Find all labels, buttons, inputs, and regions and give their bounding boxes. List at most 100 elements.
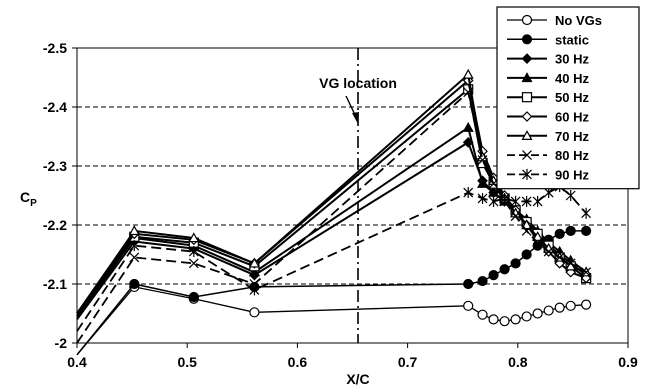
- data-point: [522, 150, 532, 161]
- series-group: [76, 68, 592, 356]
- data-point: [477, 275, 488, 287]
- data-point: [532, 308, 543, 319]
- data-point: [188, 232, 200, 243]
- data-point: [554, 252, 565, 263]
- data-point: [543, 305, 554, 316]
- data-point: [565, 190, 576, 201]
- y-tick-label: -2.1: [43, 276, 67, 292]
- legend-item: No VGs: [507, 13, 602, 28]
- data-point: [510, 314, 521, 325]
- axis-ticks: -2 -2.1 -2.2 -2.3 -2.4 -2.5 0.4 0.5 0.6 0.7 0.8 0.9: [43, 40, 638, 370]
- data-point: [499, 316, 510, 327]
- data-point: [463, 87, 474, 98]
- legend-item: 40 Hz: [507, 71, 589, 86]
- y-tick-label: -2: [55, 335, 68, 351]
- data-point: [543, 246, 554, 257]
- y-tick-label: -2.5: [43, 40, 67, 56]
- legend-item: 50 Hz: [507, 90, 589, 105]
- legend-item: 60 Hz: [507, 110, 589, 125]
- data-point: [477, 177, 489, 188]
- legend-label: No VGs: [555, 13, 602, 28]
- series-line: [76, 286, 587, 356]
- y-tick-label: -2.3: [43, 158, 67, 174]
- data-point: [532, 231, 544, 241]
- x-tick-label: 0.5: [177, 354, 197, 370]
- y-tick-label: -2.2: [43, 217, 67, 233]
- data-point: [129, 252, 140, 263]
- legend-item: 70 Hz: [507, 129, 589, 144]
- data-point: [554, 228, 565, 239]
- data-point: [488, 195, 499, 207]
- x-axis-label: X/C: [346, 371, 369, 385]
- data-point: [521, 130, 533, 140]
- series-line: [76, 230, 587, 356]
- data-point: [188, 291, 199, 303]
- vg-location-arrowhead: [352, 112, 360, 124]
- x-tick-label: 0.4: [67, 354, 87, 370]
- series-90-hz: [76, 181, 592, 332]
- legend-item: 30 Hz: [507, 52, 589, 67]
- legend-label: 70 Hz: [555, 129, 589, 144]
- data-point: [462, 121, 474, 132]
- data-point: [477, 309, 488, 320]
- data-point: [581, 299, 592, 310]
- data-point: [521, 34, 533, 45]
- data-point: [129, 278, 140, 290]
- data-point: [581, 267, 592, 278]
- data-point: [510, 211, 521, 222]
- data-point: [510, 258, 521, 269]
- data-point: [521, 72, 533, 83]
- data-point: [499, 264, 510, 275]
- series-no-vgs: [76, 281, 592, 356]
- data-point: [477, 155, 488, 166]
- data-point: [521, 92, 533, 103]
- legend-label: 30 Hz: [555, 52, 589, 67]
- data-point: [522, 168, 532, 180]
- data-point: [248, 257, 260, 268]
- data-point: [249, 284, 260, 296]
- data-point: [581, 225, 592, 236]
- data-point: [565, 258, 576, 269]
- data-point: [554, 302, 565, 313]
- data-point: [129, 240, 140, 252]
- data-point: [248, 266, 260, 277]
- vg-location-label: VG location: [319, 75, 397, 91]
- legend-label: 40 Hz: [555, 71, 589, 86]
- plot-area-frame: [76, 47, 629, 344]
- data-point: [532, 195, 543, 207]
- data-point: [188, 246, 199, 258]
- data-point: [532, 237, 543, 248]
- data-point: [521, 195, 532, 207]
- x-tick-label: 0.8: [508, 354, 528, 370]
- data-point: [463, 187, 474, 199]
- legend-item: 90 Hz: [507, 167, 589, 182]
- data-point: [462, 68, 474, 79]
- data-point: [565, 225, 576, 236]
- data-point: [521, 225, 532, 236]
- legend-label: 50 Hz: [555, 90, 589, 105]
- data-point: [581, 207, 592, 219]
- data-point: [188, 258, 199, 269]
- data-point: [488, 314, 499, 325]
- series-static: [76, 225, 592, 356]
- x-tick-label: 0.6: [288, 354, 308, 370]
- x-tick-label: 0.7: [398, 354, 418, 370]
- data-point: [463, 300, 474, 311]
- data-point: [521, 249, 532, 260]
- data-point: [128, 225, 140, 236]
- data-point: [521, 311, 532, 322]
- legend-label: 90 Hz: [555, 167, 589, 182]
- legend-label: 60 Hz: [555, 110, 589, 125]
- legend: No VGs static 30 Hz 40 Hz 50 Hz 60 Hz 70 Hz 80 …: [496, 6, 640, 190]
- data-point: [249, 307, 260, 318]
- y-axis-label: CP: [20, 189, 37, 209]
- data-point: [499, 192, 510, 204]
- legend-label: static: [555, 32, 589, 47]
- data-point: [488, 270, 499, 281]
- y-tick-label: -2.4: [43, 99, 67, 115]
- legend-item: static: [507, 32, 589, 47]
- x-tick-label: 0.9: [618, 354, 638, 370]
- data-point: [565, 300, 576, 311]
- data-point: [510, 195, 521, 207]
